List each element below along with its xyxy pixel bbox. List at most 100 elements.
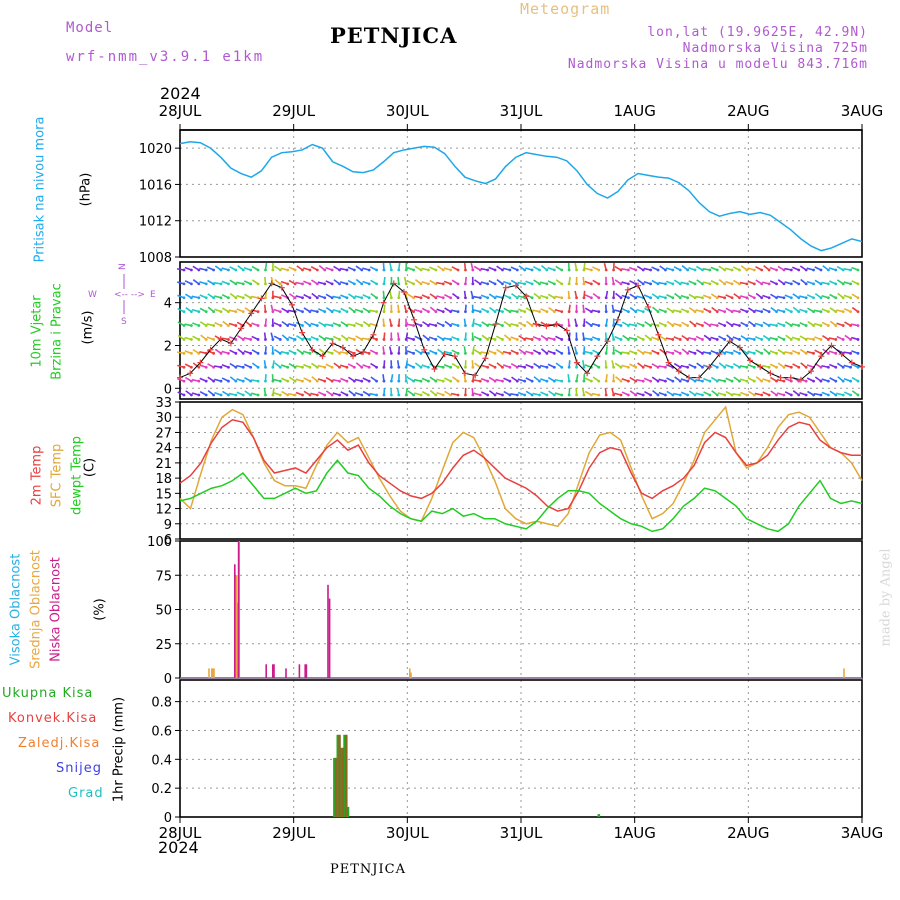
wind-arrow-head: [212, 379, 216, 383]
wind-arrow-head: [241, 310, 245, 314]
wind-arrow-head: [427, 310, 430, 314]
legend-total-rain: Ukupna Kisa: [2, 686, 94, 701]
wind-arrow-head: [560, 296, 564, 300]
wind-arrow-head: [826, 324, 830, 327]
wind-arrow-head: [367, 324, 371, 327]
wind-arrow-head: [315, 379, 319, 383]
wind-arrow-head: [812, 282, 815, 286]
wind-arrow-head: [508, 338, 512, 341]
wind-arrow-head: [671, 338, 675, 341]
wind-arrow-head: [582, 282, 586, 286]
wind-arrow-head: [789, 268, 793, 272]
wind-arrow-head: [256, 351, 260, 355]
wind-arrow-head: [301, 379, 304, 383]
wind-arrow-head: [212, 268, 216, 272]
wind-arrow-head: [797, 324, 801, 327]
wind-arrow-head: [219, 310, 223, 314]
wind-arrow-head: [530, 324, 534, 327]
wind-arrow-head: [360, 365, 364, 369]
wind-arrow-head: [412, 310, 416, 314]
wind-arrow-head: [360, 296, 364, 300]
wind-arrow-head: [686, 379, 690, 383]
wind-arrow-head: [708, 282, 712, 286]
wind-arrow-head: [612, 296, 615, 300]
footer-station: PETNJICA: [330, 862, 406, 877]
wind-arrow-head: [678, 365, 682, 369]
wind-arrow-head: [227, 351, 230, 355]
wind-arrow-head: [249, 268, 253, 272]
wind-arrow-head: [338, 282, 341, 286]
wind-arrow-head: [804, 365, 808, 369]
wind-arrow-head: [308, 296, 312, 300]
legend-conv-rain: Konvek.Kisa: [8, 711, 98, 726]
wind-arrow-head: [389, 296, 393, 300]
wind-arrow-head: [315, 282, 319, 286]
wind-arrow-head: [197, 282, 201, 286]
x-tick-label: 29JUL: [272, 824, 315, 842]
wind-arrow-head: [656, 351, 660, 355]
y-tick-label: 27: [155, 426, 172, 441]
wind-arrow-head: [767, 310, 771, 314]
wind-arrow-head: [723, 379, 727, 383]
wind-arrow-head: [530, 393, 534, 397]
wind-arrow-head: [345, 379, 349, 383]
wind-arrow-head: [782, 296, 786, 300]
wind-arrow-head: [382, 393, 386, 397]
wind-arrow-head: [834, 379, 838, 383]
wind-arrow-head: [367, 365, 371, 369]
wind-arrow-head: [449, 338, 453, 341]
wind-arrow-head: [419, 296, 423, 300]
wind-arrow-head: [508, 365, 512, 369]
wind-arrow-head: [264, 268, 267, 272]
wind-arrow-head: [582, 268, 586, 272]
wind-arrow-head: [330, 393, 334, 397]
elevation-label: Nadmorska Visina 725m: [682, 41, 868, 56]
wind-arrow-head: [515, 268, 519, 272]
wind-arrow-head: [708, 393, 712, 397]
wind-arrow-head: [538, 338, 541, 341]
wind-arrow-head: [441, 379, 445, 383]
wind-arrow-head: [478, 379, 482, 383]
wind-arrow-head: [701, 379, 704, 383]
wind-arrow-head: [219, 324, 223, 327]
wind-arrow-head: [664, 379, 667, 383]
wind-arrow-head: [197, 324, 201, 327]
wind-arrow-head: [345, 393, 349, 397]
wind-arrow-head: [523, 282, 527, 286]
wind-arrow-head: [278, 393, 282, 397]
wind-arrow-head: [264, 338, 267, 341]
wind-arrow-head: [382, 296, 386, 300]
wind-arrow-head: [745, 324, 749, 327]
wind-arrow-head: [612, 268, 615, 272]
wind-arrow-head: [701, 310, 704, 314]
wind-arrow-head: [819, 268, 823, 272]
wind-arrow-head: [464, 338, 467, 341]
wind-arrow-head: [278, 351, 282, 355]
wind-arrow-head: [775, 268, 778, 272]
wind-arrow-head: [508, 379, 512, 383]
wind-arrow-head: [360, 379, 364, 383]
mid-cloud-bar: [213, 668, 215, 678]
wind-arrow-head: [338, 393, 341, 397]
wind-arrow-head: [375, 282, 378, 286]
wind-arrow-head: [264, 296, 267, 300]
wind-arrow-head: [693, 365, 697, 369]
wind-arrow-head: [775, 282, 778, 286]
wind-arrow-head: [834, 365, 838, 369]
wind-arrow-head: [190, 365, 193, 369]
wind-arrow-head: [693, 351, 697, 355]
wind-arrow-head: [738, 393, 741, 397]
wind-arrow-head: [523, 268, 527, 272]
wind-arrow-head: [826, 282, 830, 286]
wind-arrow-head: [404, 338, 408, 341]
wind-arrow-head: [723, 393, 727, 397]
wind-arrow-head: [552, 310, 556, 314]
wind-arrow-head: [212, 393, 216, 397]
wind-arrow-head: [641, 393, 645, 397]
wind-arrow-head: [849, 282, 852, 286]
wind-arrow-head: [730, 365, 734, 369]
wind-arrow-head: [382, 282, 386, 286]
wind-arrow-head: [375, 338, 378, 341]
wind-arrow-head: [626, 338, 630, 341]
wind-arrow-head: [715, 324, 719, 327]
